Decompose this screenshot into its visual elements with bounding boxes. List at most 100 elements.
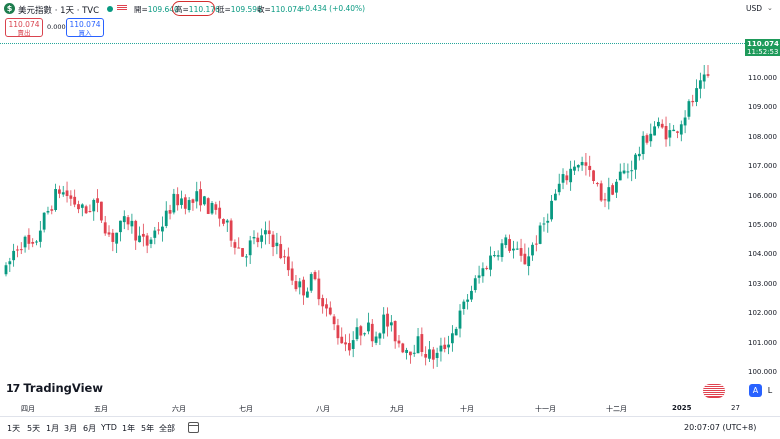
candle-body: [561, 174, 565, 183]
candle-body: [630, 170, 634, 172]
symbol-title[interactable]: 美元指數 · 1天 · TVC: [18, 6, 100, 16]
candle-body: [241, 248, 244, 257]
price-tick-label: 103.000: [748, 279, 777, 288]
time-tick-label: 十月: [460, 405, 474, 413]
candle-body: [115, 232, 119, 244]
candle-body: [168, 210, 172, 214]
candle-body: [443, 344, 447, 350]
candle-body: [523, 253, 527, 265]
candle-body: [355, 327, 359, 340]
candle-body: [676, 131, 679, 133]
buy-button[interactable]: 110.074 買入: [66, 18, 104, 37]
candle-body: [248, 240, 252, 256]
candle-body: [42, 212, 46, 230]
buy-label: 買入: [78, 29, 92, 37]
candle-body: [657, 121, 660, 127]
price-tick-label: 108.000: [748, 132, 777, 141]
candle-body: [191, 199, 195, 203]
range-button[interactable]: YTD: [101, 423, 117, 432]
candle-body: [306, 291, 309, 298]
price-tick-label: 101.000: [748, 338, 777, 347]
candle-body: [397, 340, 401, 344]
candle-body: [508, 239, 512, 251]
candle-body: [428, 349, 431, 359]
candle-body: [546, 220, 550, 223]
range-button[interactable]: 1天: [7, 424, 21, 433]
candle-body: [599, 183, 603, 201]
candle-body: [214, 204, 218, 210]
candle-body: [615, 181, 618, 193]
candle-body: [252, 237, 256, 239]
currency-selector[interactable]: USD: [746, 4, 763, 13]
candle-body: [222, 219, 225, 224]
auto-scale-button[interactable]: A: [749, 384, 762, 397]
spread-value: 0.000: [47, 23, 66, 31]
candle-body: [202, 196, 206, 205]
candle-body: [370, 323, 374, 342]
range-button[interactable]: 1年: [122, 424, 136, 433]
candle-body: [450, 333, 454, 344]
candle-body: [225, 220, 229, 223]
ohlc-open: 開=109.640: [134, 4, 179, 15]
candle-body: [565, 175, 569, 181]
candle-body: [412, 352, 416, 354]
candle-body: [210, 202, 214, 214]
range-button[interactable]: 5年: [141, 424, 155, 433]
candle-body: [275, 242, 279, 247]
range-button[interactable]: 1月: [46, 424, 60, 433]
time-tick-label: 九月: [390, 405, 404, 413]
candle-body: [550, 200, 553, 220]
sell-button[interactable]: 110.074 賣出: [5, 18, 43, 37]
candle-body: [54, 188, 57, 210]
candle-body: [454, 328, 458, 336]
candle-body: [405, 349, 408, 353]
candle-body: [634, 154, 637, 170]
candle-body: [477, 275, 481, 278]
candle-body: [531, 244, 534, 256]
range-button[interactable]: 3月: [64, 424, 78, 433]
candle-body: [157, 229, 161, 231]
last-price-value: 110.074: [747, 40, 779, 48]
candle-body: [439, 345, 443, 352]
ohlc-close: 收=110.074: [257, 4, 302, 15]
candle-body: [302, 279, 305, 296]
candle-body: [679, 124, 683, 135]
candle-body: [38, 230, 42, 242]
bottom-toolbar: 1天 5天 1月 3月 6月 YTD 1年 5年 全部 20:07:07 (UTC+8): [0, 416, 780, 439]
candle-body: [176, 194, 180, 206]
candle-body: [172, 193, 176, 213]
chevron-down-icon[interactable]: ⌄: [767, 4, 773, 12]
candle-body: [489, 255, 492, 270]
log-scale-button[interactable]: L: [767, 386, 773, 395]
candle-body: [256, 237, 260, 243]
candle-body: [27, 234, 31, 244]
candlestick-chart[interactable]: [0, 0, 780, 415]
clock-timezone[interactable]: 20:07:07 (UTC+8): [684, 423, 757, 432]
candle-body: [447, 344, 450, 348]
last-price-tag: 110.074 11:52:53: [745, 39, 780, 56]
range-button[interactable]: 5天: [27, 424, 41, 433]
candle-body: [603, 199, 607, 201]
tradingview-name: TradingView: [23, 381, 103, 395]
candle-body: [73, 196, 77, 205]
time-tick-label: 八月: [316, 405, 330, 413]
candle-body: [416, 336, 420, 354]
candle-body: [557, 183, 561, 193]
candle-body: [325, 304, 328, 309]
candle-body: [637, 153, 641, 157]
candle-body: [569, 168, 573, 183]
candle-body: [161, 226, 164, 232]
tradingview-logo[interactable]: 17 TradingView: [6, 381, 103, 395]
candle-body: [317, 278, 321, 300]
candle-body: [180, 198, 183, 205]
candle-body: [195, 191, 199, 202]
calendar-icon[interactable]: [188, 422, 199, 433]
candle-body: [298, 281, 302, 288]
candle-body: [466, 299, 470, 302]
candle-body: [393, 321, 397, 342]
range-button[interactable]: 全部: [159, 424, 175, 433]
range-button[interactable]: 6月: [83, 424, 97, 433]
candle-body: [359, 326, 363, 336]
open-value: 109.640: [147, 5, 179, 14]
